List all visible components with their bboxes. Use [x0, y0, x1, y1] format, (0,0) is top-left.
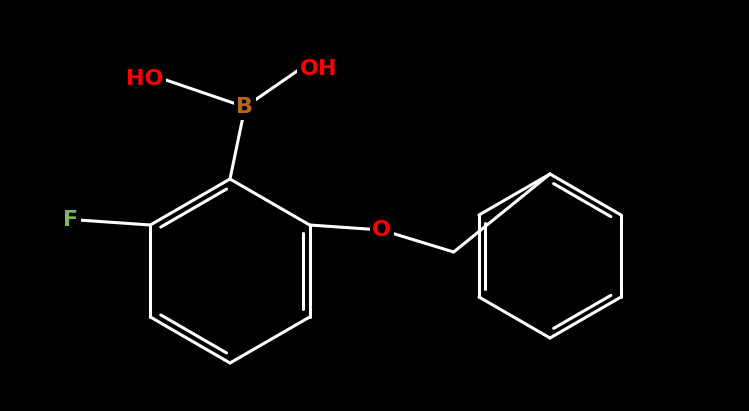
Text: O: O	[372, 220, 391, 240]
Text: F: F	[63, 210, 79, 230]
Text: HO: HO	[126, 69, 163, 89]
Text: OH: OH	[300, 59, 338, 79]
Text: B: B	[237, 97, 253, 117]
